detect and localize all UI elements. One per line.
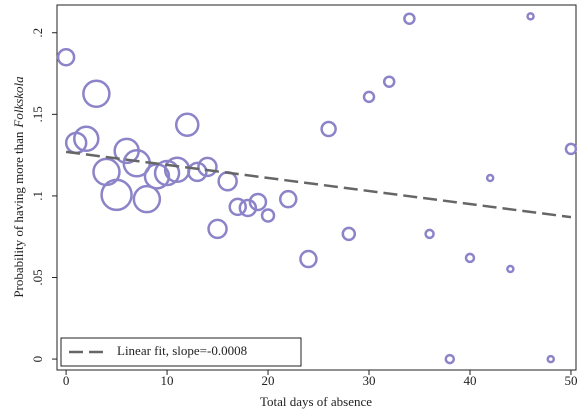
bubble [564, 142, 577, 156]
bubble [187, 161, 208, 183]
bubble [341, 226, 357, 242]
fit-line [65, 150, 572, 219]
x-tick-label: 40 [463, 373, 476, 388]
y-axis-label: Probability of having more than Folkskola [11, 76, 26, 298]
bubble [444, 353, 456, 365]
bubble [100, 178, 133, 212]
x-tick-label: 20 [262, 373, 275, 388]
x-axis-label: Total days of absence [260, 394, 372, 409]
bubble [403, 12, 416, 25]
bubble [506, 264, 515, 274]
bubble [175, 112, 200, 138]
bubble [424, 228, 435, 240]
bubble [207, 218, 228, 240]
y-tick-label: .15 [30, 106, 45, 122]
bubble [382, 75, 396, 88]
x-tick-label: 50 [564, 373, 577, 388]
bubble [132, 184, 162, 214]
y-tick-label: .05 [30, 269, 45, 285]
plot-frame [56, 4, 577, 371]
bubble [299, 249, 318, 269]
y-axis-label-italic: Folkskola [11, 76, 26, 129]
bubble [197, 156, 218, 178]
bubble [320, 120, 337, 138]
legend-label: Linear fit, slope=-0.0008 [117, 343, 247, 358]
bubble [238, 198, 258, 218]
x-tick-label: 0 [63, 373, 70, 388]
y-tick-label: 0 [30, 356, 45, 363]
bubble [464, 252, 476, 264]
y-tick-label: .1 [30, 191, 45, 201]
y-axis-label-main: Probability of having more than [11, 131, 26, 298]
bubble [278, 189, 298, 209]
bubble [248, 192, 268, 212]
bubble [217, 170, 238, 192]
bubble [73, 125, 100, 153]
bubble [485, 173, 495, 183]
bubble [526, 12, 535, 21]
x-tick-label: 10 [161, 373, 174, 388]
bubble [362, 90, 376, 104]
bubble [82, 79, 111, 109]
x-tick-label: 30 [363, 373, 376, 388]
bubble [228, 197, 247, 217]
bubble [153, 159, 181, 187]
y-tick-label: .2 [30, 28, 45, 38]
bubble [56, 47, 76, 67]
bubble [546, 354, 556, 364]
bubble [260, 208, 276, 223]
